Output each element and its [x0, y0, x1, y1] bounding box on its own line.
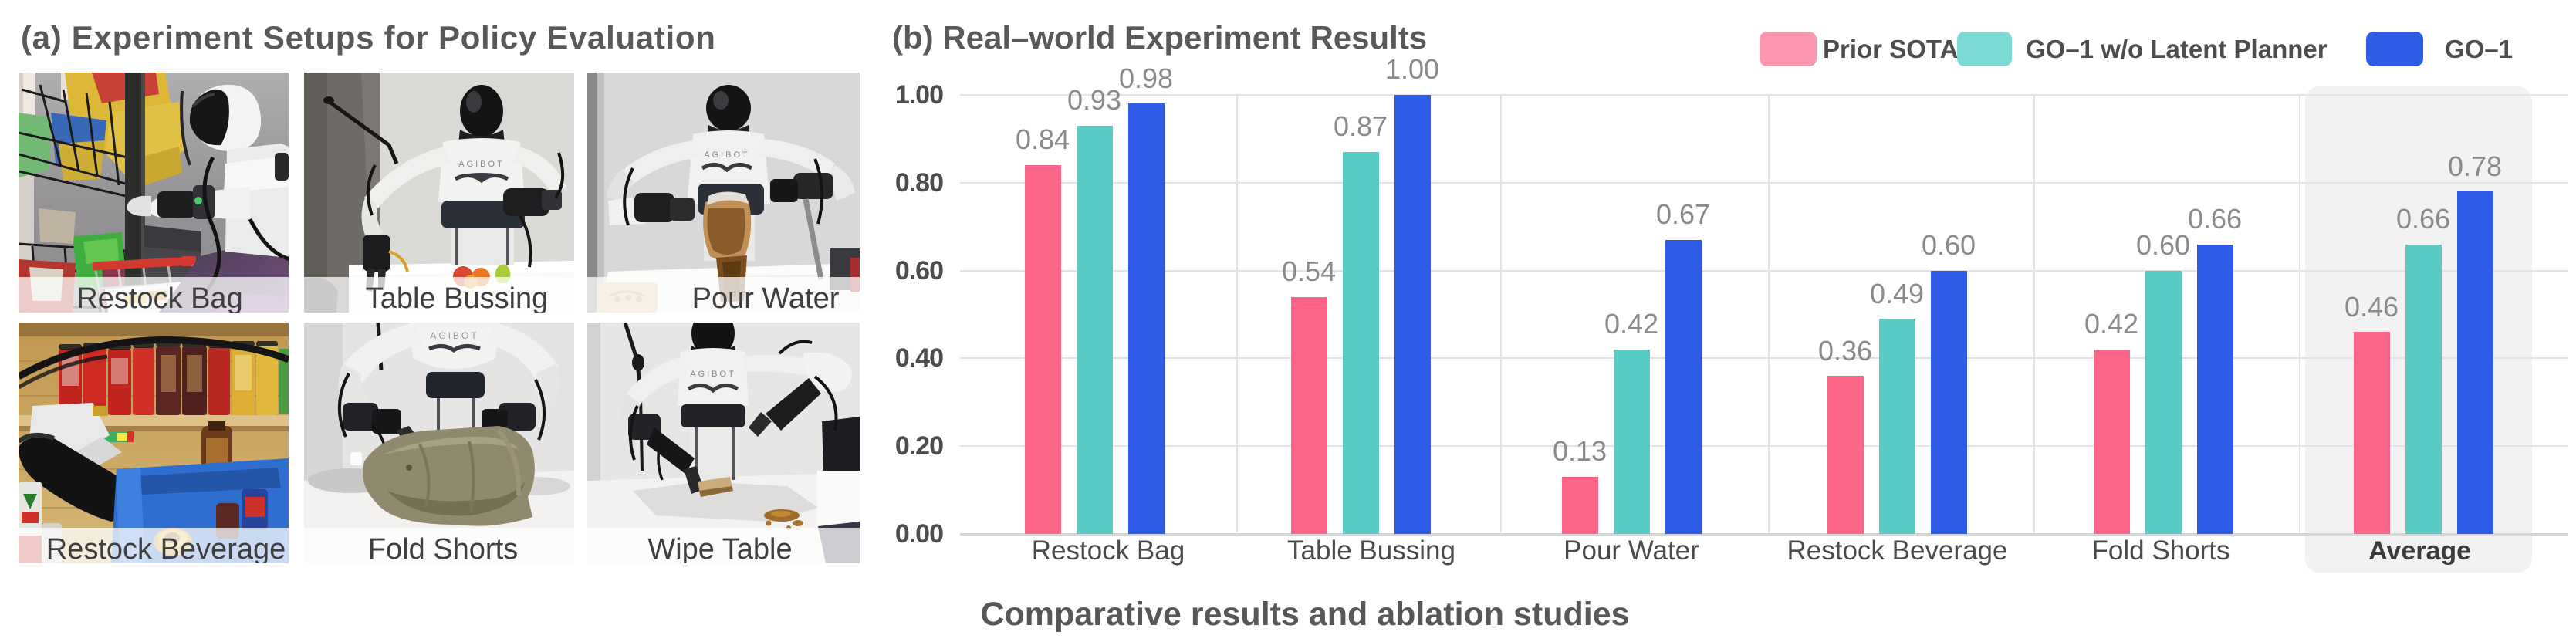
svg-text:AGIBOT: AGIBOT [458, 160, 505, 169]
svg-text:AGIBOT: AGIBOT [690, 370, 736, 379]
svg-text:AGIBOT: AGIBOT [430, 330, 478, 341]
svg-text:AGIBOT: AGIBOT [704, 150, 750, 160]
